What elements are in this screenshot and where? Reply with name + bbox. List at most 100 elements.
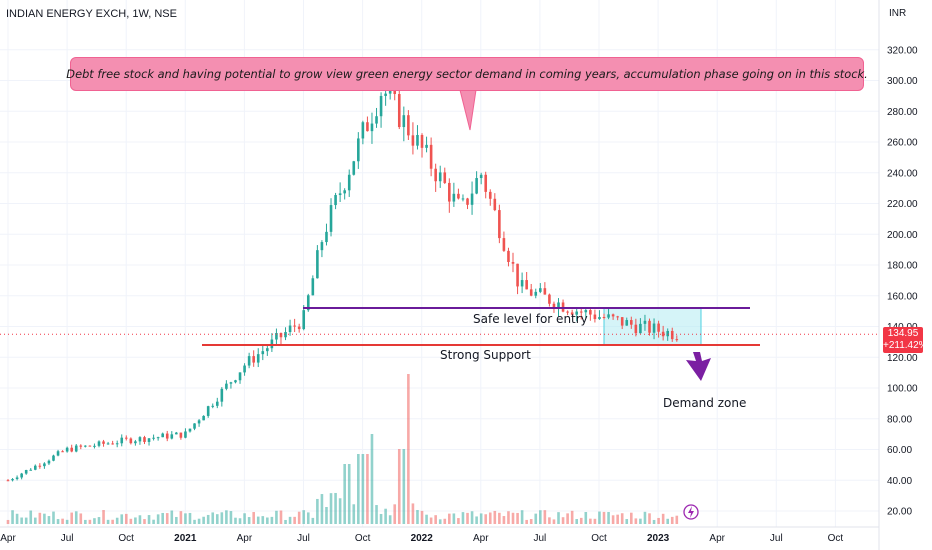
last-price-value: 134.95 [887, 328, 919, 339]
volume-bar [61, 518, 64, 524]
candle-body [270, 339, 274, 349]
volume-bar [425, 514, 428, 524]
volume-bar [475, 516, 478, 524]
candle-body [630, 320, 633, 325]
candle-body [393, 88, 397, 95]
candle-body [652, 323, 656, 333]
volume-bar [65, 519, 69, 524]
candle-body [147, 438, 151, 442]
candle-body [43, 463, 46, 467]
symbol-title[interactable]: INDIAN ENERGY EXCH, 1W, NSE [6, 8, 177, 20]
candle-body [15, 477, 19, 480]
candle-body [657, 323, 660, 332]
candle-body [448, 182, 451, 202]
volume-bar [593, 518, 597, 524]
candle-body [438, 172, 442, 182]
volume-bar [620, 513, 624, 524]
candle-body [297, 326, 301, 330]
candle-body [634, 324, 638, 334]
volume-bar [529, 519, 533, 524]
candle-body [211, 405, 215, 407]
candle-body [143, 437, 146, 442]
volume-bar [115, 517, 119, 524]
candle-body [129, 438, 133, 444]
candle-body [357, 138, 360, 162]
candle-body [493, 198, 497, 211]
demand-zone [603, 307, 702, 346]
candle-body [488, 191, 492, 199]
volume-bar [493, 510, 497, 524]
candle-body [675, 339, 679, 341]
volume-bar [598, 511, 601, 524]
volume-bar [675, 515, 679, 524]
y-tick-label: 220.00 [887, 199, 918, 210]
volume-bar [498, 512, 501, 524]
candle-body [288, 325, 292, 333]
volume-bar [106, 519, 110, 524]
volume-bar [165, 513, 169, 524]
candle-body [507, 250, 510, 263]
candle-body [347, 174, 351, 191]
candle-body [97, 441, 101, 446]
volume-bar [215, 514, 219, 524]
candle-body [279, 333, 283, 338]
volume-bar [343, 464, 346, 524]
volume-bar [448, 513, 451, 524]
candle-body [6, 480, 10, 482]
candle-body [648, 320, 651, 333]
candle-body [670, 330, 674, 340]
candle-body [484, 174, 488, 192]
candle-body [443, 172, 447, 183]
volume-bar [111, 519, 114, 524]
candle-body [179, 432, 183, 438]
price-axis[interactable]: 20.0040.0060.0080.00100.00120.00140.0016… [878, 0, 918, 550]
volume-bar [6, 519, 10, 524]
candle-body [238, 372, 242, 381]
volume-bar [325, 507, 328, 524]
annotation-note[interactable]: Debt free stock and having potential to … [66, 57, 868, 91]
volume-bar [548, 517, 551, 524]
volume-bar [302, 510, 306, 524]
x-tick-label: 2023 [647, 533, 670, 544]
volume-bar [243, 513, 246, 524]
volume-bar [616, 514, 619, 524]
volume-bar [639, 518, 642, 524]
candle-body [243, 365, 246, 373]
level-lines [0, 307, 879, 346]
candle-body [47, 460, 51, 464]
candle-body [188, 428, 192, 432]
volume-bar [566, 513, 569, 524]
candle-body [325, 231, 328, 243]
candle-body [175, 432, 178, 435]
candle-body [411, 135, 415, 146]
volume-bar [361, 454, 365, 524]
candle-body [102, 441, 105, 444]
candle-body [561, 302, 565, 312]
candle-body [388, 88, 392, 94]
volume-bar [20, 517, 23, 524]
x-tick-label: Oct [118, 533, 134, 544]
candle-body [457, 193, 460, 199]
volume-bar [211, 512, 215, 524]
volume-bar [666, 518, 669, 524]
volume-bar [561, 517, 565, 524]
candle-body [502, 238, 506, 251]
candle-body [65, 447, 69, 452]
candle-body [79, 445, 83, 447]
candle-body [602, 316, 606, 318]
y-tick-label: 260.00 [887, 138, 918, 149]
candle-body [593, 314, 597, 320]
volume-bar [252, 512, 255, 524]
volume-bar [625, 519, 629, 524]
volume-bar [202, 516, 205, 524]
volume-bar [147, 515, 151, 524]
time-axis[interactable]: Apr Jul Oct 2021 Apr Jul Oct 2022 Apr Jul Oct 2023 A… [0, 526, 879, 544]
volume-bar [234, 517, 237, 524]
candle-body [425, 144, 428, 148]
x-tick-label: Oct [828, 533, 844, 544]
volume-bar [306, 512, 310, 524]
volume-bar [284, 519, 287, 524]
volume-bar [329, 493, 333, 524]
candle-body [479, 174, 483, 179]
